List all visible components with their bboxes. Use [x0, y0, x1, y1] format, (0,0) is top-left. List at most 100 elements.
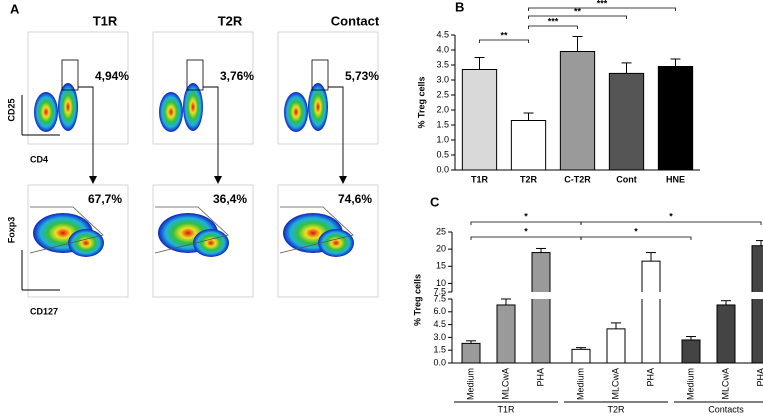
bar [716, 304, 736, 364]
panel-letter: C [430, 194, 440, 209]
panel-letter: B [455, 0, 464, 14]
arrow-head [89, 176, 97, 184]
y-tick-label: 0.0 [436, 164, 449, 174]
percent: 67,7% [88, 192, 122, 206]
group-label: Contacts [708, 404, 744, 414]
density [318, 229, 354, 257]
bar [461, 69, 498, 171]
x-tick-label: HNE [666, 174, 685, 184]
sig-bracket [528, 7, 676, 11]
axis-break-gap [751, 292, 763, 299]
y-tick-label: 4.5 [436, 29, 449, 39]
axis-label: CD25 [6, 98, 16, 121]
gate [186, 59, 204, 91]
sig-label: * [524, 211, 528, 221]
axis-break-gap [531, 292, 551, 299]
axis-label: % Treg cells [416, 76, 426, 128]
y-tick-label: 25 [436, 226, 446, 236]
y-tick-label: 15 [436, 261, 446, 271]
bar [496, 304, 516, 364]
y-tick-label: 20 [436, 244, 446, 254]
bar [461, 342, 481, 364]
y-tick-label: 1.0 [436, 134, 449, 144]
density [58, 83, 78, 131]
bar [510, 120, 547, 171]
bar [751, 245, 763, 364]
x-tick-label: Medium [465, 368, 475, 400]
density [308, 83, 328, 131]
bar [559, 51, 596, 171]
x-tick-label: PHA [535, 368, 545, 387]
x-tick-label: Medium [575, 368, 585, 400]
sig-bracket [470, 236, 582, 240]
plot-frame [27, 31, 129, 145]
y-tick-label: 3.0 [436, 74, 449, 84]
column-title: T1R [93, 13, 118, 28]
y-tick-label: 3.5 [436, 59, 449, 69]
sig-bracket [580, 236, 692, 240]
gate [279, 206, 354, 254]
plot-frame [27, 184, 129, 298]
column-title: T2R [218, 13, 243, 28]
bar [657, 66, 694, 171]
plot-frame [277, 184, 379, 298]
sig-bracket [580, 221, 762, 225]
axis-break-gap [641, 292, 661, 299]
x-tick-label: PHA [755, 368, 763, 387]
x-tick-label: C-T2R [564, 174, 591, 184]
arrow [78, 86, 94, 182]
axis-label: % Treg cells [412, 274, 422, 326]
bar [606, 328, 626, 364]
y-tick-label: 4.5 [433, 319, 446, 329]
flow-panel: A [10, 1, 20, 16]
sig-label: * [634, 226, 638, 236]
bar [531, 252, 551, 364]
density [193, 229, 229, 257]
y-tick-label: 10 [436, 278, 446, 288]
x-tick-label: MLCwA [610, 368, 620, 400]
gate [61, 59, 79, 91]
sig-bracket [479, 39, 529, 43]
density [183, 83, 203, 131]
sig-label: * [669, 211, 673, 221]
axis-arrows [21, 95, 60, 291]
density [284, 92, 308, 132]
density [159, 92, 183, 132]
plot-frame [152, 31, 254, 145]
bar [571, 348, 591, 364]
bar [681, 339, 701, 364]
arrow-head [339, 176, 347, 184]
sig-label: ** [574, 6, 582, 16]
gate [311, 59, 329, 91]
x-tick-label: T1R [471, 174, 489, 184]
percent: 5,73% [345, 69, 379, 83]
percent: 74,6% [338, 192, 372, 206]
y-tick-label: 0.0 [433, 357, 446, 367]
sig-label: *** [548, 16, 559, 26]
sig-label: *** [597, 0, 608, 8]
y-tick-label: 4.0 [436, 44, 449, 54]
panel-letter: A [10, 1, 20, 16]
x-tick-label: Medium [685, 368, 695, 400]
x-tick-label: Cont [616, 174, 637, 184]
y-tick-label: 3.0 [433, 332, 446, 342]
x-tick-label: MLCwA [500, 368, 510, 400]
x-tick-label: MLCwA [720, 368, 730, 400]
plot-frame [277, 31, 379, 145]
y-tick-label: 2.0 [436, 104, 449, 114]
x-tick-label: PHA [645, 368, 655, 387]
axis-label: CD4 [30, 154, 48, 164]
density [68, 229, 104, 257]
plot-frame [152, 184, 254, 298]
y-tick-label: 7.5 [433, 286, 446, 296]
bar [608, 72, 645, 171]
y-tick-label: 1.5 [433, 345, 446, 355]
sig-bracket [470, 221, 582, 225]
sig-bracket [528, 15, 627, 19]
percent: 3,76% [220, 69, 254, 83]
y-tick-label: 6.0 [433, 306, 446, 316]
y-tick-label: 1.5 [436, 119, 449, 129]
density [34, 92, 58, 132]
y-tick-label: 2.5 [436, 89, 449, 99]
